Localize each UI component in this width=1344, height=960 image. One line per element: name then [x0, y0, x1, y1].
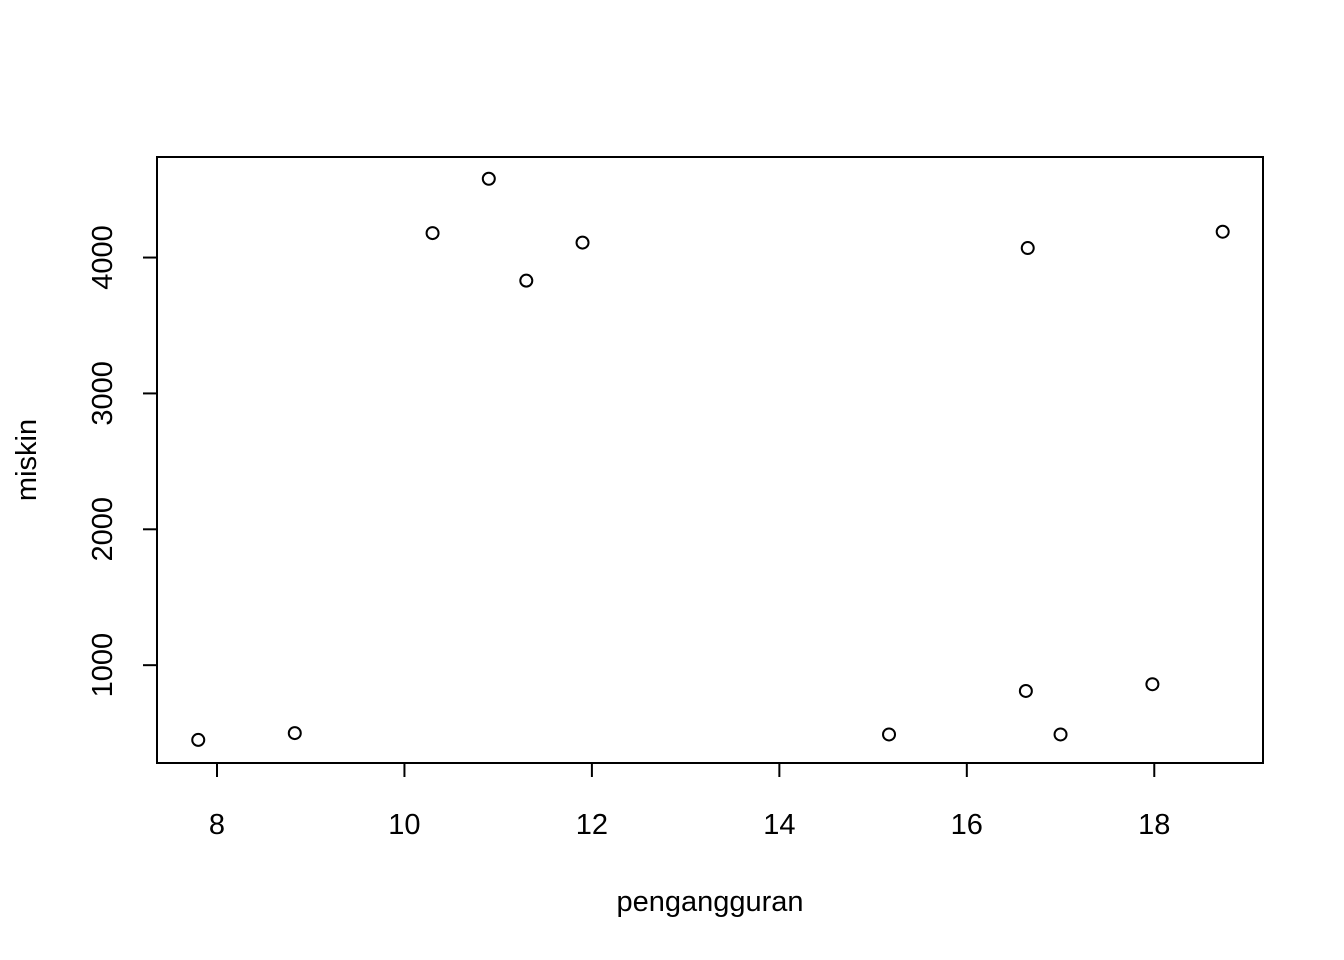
x-tick-label: 12: [576, 809, 608, 841]
y-tick-label: 2000: [87, 497, 119, 562]
data-point: [191, 732, 206, 747]
x-axis-label: pengangguran: [616, 886, 803, 918]
x-tick-label: 10: [388, 809, 420, 841]
x-axis: 8 10 12 14 16 18: [209, 762, 1170, 841]
data-point: [519, 273, 534, 288]
y-tick-label: 3000: [87, 361, 119, 426]
data-points: [191, 171, 1230, 747]
y-axis: 1000 2000 3000 4000: [87, 225, 158, 698]
data-point: [882, 727, 897, 742]
data-point: [1145, 677, 1160, 692]
data-point: [1053, 727, 1068, 742]
x-tick-label: 16: [951, 809, 983, 841]
y-tick-label: 1000: [87, 633, 119, 698]
data-point: [1020, 241, 1035, 256]
data-point: [1215, 224, 1230, 239]
x-tick-label: 8: [209, 809, 225, 841]
data-point: [425, 226, 440, 241]
plot-frame: [156, 156, 1264, 764]
data-point: [287, 726, 302, 741]
data-point: [481, 171, 496, 186]
y-axis-label: miskin: [11, 419, 43, 501]
x-tick-label: 14: [763, 809, 795, 841]
data-point: [1018, 683, 1033, 698]
data-point: [575, 235, 590, 250]
y-tick-label: 4000: [87, 225, 119, 290]
x-tick-label: 18: [1138, 809, 1170, 841]
